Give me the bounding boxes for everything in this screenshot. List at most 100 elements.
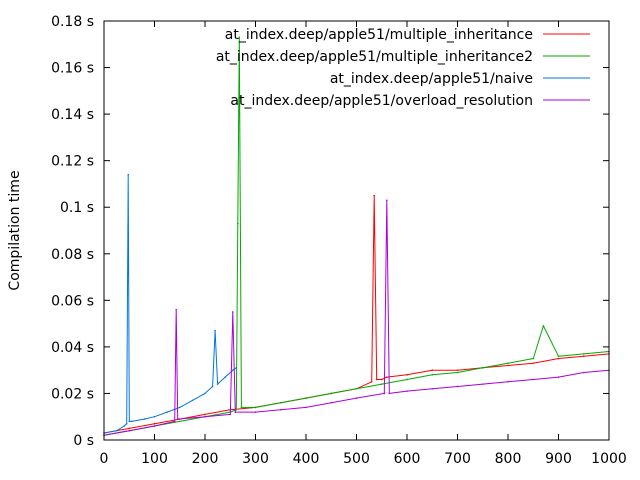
data-point	[507, 381, 509, 383]
data-point	[153, 425, 156, 427]
x-tick-label: 1000	[591, 451, 627, 467]
data-point	[431, 369, 434, 371]
data-point	[305, 397, 307, 399]
data-point	[216, 383, 219, 385]
data-point	[373, 194, 375, 197]
data-point	[127, 173, 130, 176]
data-point	[532, 378, 535, 381]
x-tick-label: 200	[192, 451, 219, 467]
data-point	[178, 406, 181, 409]
y-tick-label: 0.04 s	[51, 340, 94, 356]
data-point	[507, 362, 509, 364]
x-tick-label: 100	[141, 451, 168, 467]
y-tick-label: 0.16 s	[51, 61, 94, 77]
data-point	[231, 311, 234, 313]
data-point	[582, 371, 585, 374]
data-point	[123, 425, 125, 427]
data-point	[279, 401, 282, 404]
data-point	[128, 420, 131, 423]
y-tick-label: 0.1 s	[60, 200, 94, 216]
y-tick-label: 0 s	[73, 433, 94, 449]
data-point	[238, 36, 241, 39]
data-point	[532, 357, 535, 360]
data-point	[370, 381, 373, 383]
data-point	[204, 413, 206, 416]
data-point	[330, 392, 333, 395]
data-point	[406, 374, 408, 376]
data-point	[383, 392, 386, 395]
data-point	[240, 406, 243, 409]
data-point	[178, 420, 181, 423]
data-point	[330, 401, 333, 404]
data-point	[386, 199, 388, 202]
y-tick-label: 0.08 s	[51, 247, 94, 263]
data-point	[431, 374, 434, 376]
data-point	[211, 385, 214, 388]
data-point	[380, 378, 383, 381]
data-point	[235, 367, 238, 369]
x-tick-label: 600	[394, 451, 421, 467]
data-point	[153, 415, 156, 418]
data-point	[305, 406, 307, 409]
legend-entry-label: at_index.deep/apple51/naive	[330, 71, 533, 87]
data-point	[456, 369, 459, 371]
data-point	[237, 222, 239, 225]
data-point	[115, 429, 118, 432]
data-point	[128, 429, 131, 432]
legend-entry-label: at_index.deep/apple51/multiple_inheritan…	[216, 49, 533, 65]
data-point	[386, 376, 388, 378]
x-tick-label: 900	[545, 451, 572, 467]
series-layer	[103, 36, 610, 437]
y-tick-label: 0.18 s	[51, 14, 94, 30]
y-axis-label: Compilation time	[7, 170, 23, 290]
x-tick-label: 0	[100, 451, 109, 467]
data-point	[557, 355, 560, 358]
data-point	[380, 383, 383, 385]
data-point	[234, 411, 237, 413]
legend-entry-label: at_index.deep/apple51/multiple_inheritan…	[225, 27, 533, 43]
data-point	[130, 420, 133, 423]
data-point	[176, 418, 179, 420]
x-tick-label: 300	[242, 451, 269, 467]
data-point	[125, 422, 128, 425]
series-line-3	[103, 199, 610, 436]
data-point	[388, 392, 391, 395]
data-point	[166, 411, 168, 413]
data-point	[143, 418, 146, 420]
data-point	[279, 408, 282, 411]
y-tick-label: 0.12 s	[51, 154, 94, 170]
data-point	[229, 413, 232, 416]
data-point	[355, 397, 358, 399]
data-point	[128, 427, 131, 430]
data-point	[582, 353, 585, 355]
data-point	[481, 367, 484, 369]
x-tick-label: 800	[495, 451, 522, 467]
data-point	[456, 385, 459, 388]
data-point	[355, 387, 358, 390]
data-point	[542, 325, 545, 327]
series-line-2	[103, 174, 237, 434]
data-point	[224, 376, 226, 378]
data-point	[532, 362, 535, 364]
data-point	[214, 329, 216, 332]
data-point	[375, 378, 378, 381]
data-point	[406, 378, 408, 381]
data-point	[456, 371, 459, 374]
y-axis: 0 s 0.02 s 0.04 s 0.06 s 0.08 s 0.1 s 0.12 s 0.…	[51, 14, 609, 449]
data-point	[235, 408, 238, 411]
data-point	[582, 355, 585, 358]
data-point	[557, 357, 560, 360]
data-point	[254, 411, 257, 413]
legend-entry-label: at_index.deep/apple51/overload_resolutio…	[230, 93, 533, 109]
x-tick-label: 400	[293, 451, 320, 467]
x-tick-label: 500	[343, 451, 370, 467]
y-tick-label: 0.06 s	[51, 293, 94, 309]
data-point	[153, 422, 156, 425]
data-point	[204, 392, 206, 395]
data-point	[191, 399, 194, 402]
data-point	[231, 369, 234, 371]
data-point	[431, 387, 434, 390]
x-axis: 0 100 200 300 400 500 600 700 800 900 1000	[100, 21, 627, 467]
x-tick-label: 700	[444, 451, 471, 467]
